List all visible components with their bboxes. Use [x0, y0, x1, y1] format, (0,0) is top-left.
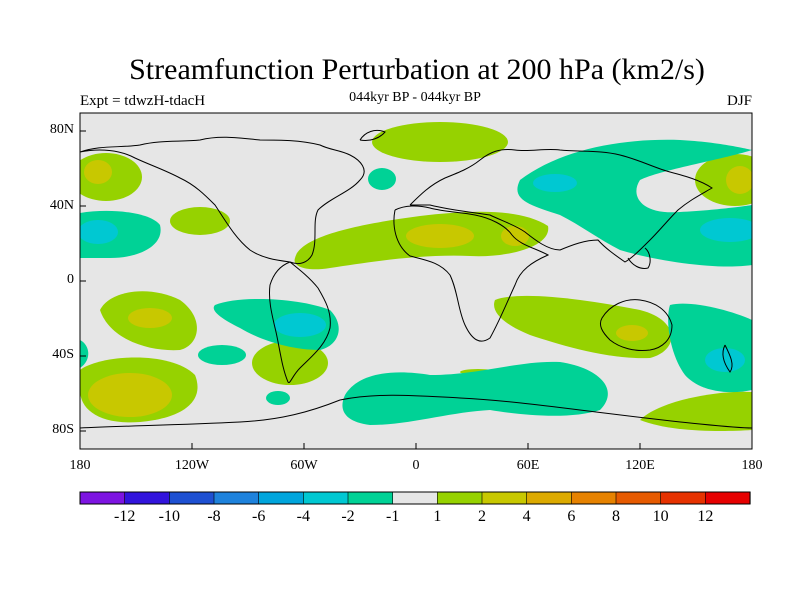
colorbar-swatch — [258, 491, 304, 505]
lon-tick-60e: 60E — [516, 458, 540, 473]
lon-tick-120w: 120W — [174, 458, 210, 473]
colorbar-swatch — [615, 491, 662, 505]
experiment-label: Expt = tdwzH-tdacH — [80, 93, 206, 109]
colorbar-frame — [79, 491, 751, 505]
australia-coast — [599, 299, 673, 351]
eurasia-coast — [409, 148, 713, 263]
colorbar-label: 8 — [612, 508, 620, 525]
contour-n-pacific-core — [80, 220, 118, 244]
contour-scandinavia — [372, 122, 508, 162]
lat-tick-80n: 80N — [49, 122, 74, 137]
colorbar-label: 12 — [697, 508, 714, 525]
contour-new-zealand-core — [705, 348, 745, 372]
contour-asia-trough — [517, 139, 752, 267]
colorbar-label: 1 — [433, 508, 442, 525]
colorbar-swatch — [437, 491, 483, 505]
antarctica-coast — [80, 394, 752, 429]
colorbar-swatch — [392, 491, 438, 505]
coastlines — [80, 129, 752, 429]
page-title: Streamfunction Perturbation at 200 hPa (… — [129, 53, 705, 86]
contour-bering-core — [84, 160, 112, 184]
contour-drake — [266, 391, 290, 405]
period-label: 044kyr BP - 044kyr BP — [349, 90, 481, 105]
africa-coast — [393, 205, 550, 342]
contour-southern-ocean-east — [640, 391, 752, 431]
contour-south-pacific-core — [88, 373, 172, 417]
lat-tick-0: 0 — [67, 272, 74, 287]
colorbar-swatch — [213, 491, 260, 505]
north-america-coast — [80, 136, 365, 265]
colorbar-swatch — [303, 491, 349, 505]
colorbar-label: -6 — [251, 508, 266, 525]
indonesia-coast — [627, 247, 651, 269]
contour-indian-ocean — [494, 295, 672, 359]
season-label: DJF — [726, 93, 752, 109]
lon-tick-60w: 60W — [290, 458, 318, 473]
colorbar-swatch — [347, 491, 394, 505]
contour-south-pacific-small — [198, 345, 246, 365]
colorbar-label: 2 — [478, 508, 486, 525]
colorbar-label: 6 — [567, 508, 576, 525]
colorbar-label: -4 — [296, 508, 310, 525]
contour-sahara-core — [406, 224, 474, 248]
positive-contours-2 — [84, 160, 752, 417]
contour-south-america-core — [274, 313, 326, 337]
colorbar-label: 10 — [652, 508, 669, 525]
colorbar-swatch — [124, 491, 170, 505]
colorbar-swatch — [79, 491, 126, 505]
colorbar-swatch — [169, 491, 215, 505]
contour-ne-pacific — [170, 207, 230, 235]
lon-tick-120e: 120E — [625, 458, 655, 473]
contour-south-atlantic-indian — [342, 361, 608, 425]
contour-field — [80, 113, 752, 449]
colorbar-swatch — [571, 491, 617, 505]
colorbar-label: -8 — [207, 508, 221, 525]
axis-ticks — [80, 130, 641, 449]
contour-australia-core — [616, 325, 648, 341]
contour-atlantic-small — [368, 168, 396, 190]
lon-tick-180e: 180 — [741, 458, 763, 473]
colorbar-label: -2 — [341, 508, 355, 525]
colorbar — [79, 491, 751, 505]
lon-tick-0: 0 — [412, 458, 420, 473]
colorbar-label: -12 — [113, 508, 136, 525]
south-america-coast — [269, 261, 331, 384]
contour-argentina — [252, 341, 328, 385]
colorbar-swatch — [481, 491, 528, 505]
greenland-coast — [359, 129, 386, 141]
colorbar-label: 4 — [522, 508, 531, 525]
contour-nw-pacific-core — [700, 218, 752, 242]
lat-tick-40n: 40N — [49, 198, 74, 213]
lat-tick-40s: 40S — [52, 347, 74, 362]
colorbar-swatch — [705, 491, 751, 505]
contour-siberia-core — [533, 174, 577, 192]
contour-kamchatka-core — [726, 166, 752, 194]
contour-se-pacific-core — [128, 308, 172, 328]
lon-tick-180w: 180 — [69, 458, 91, 473]
negative-contours-2 — [80, 174, 752, 372]
colorbar-swatch — [660, 491, 706, 505]
contour-arabia-core — [501, 226, 529, 246]
colorbar-label: -1 — [385, 508, 400, 525]
colorbar-label: -10 — [158, 508, 180, 525]
contour-west-edge — [80, 340, 89, 368]
new-zealand-coast — [722, 344, 733, 373]
lat-tick-80s: 80S — [52, 422, 74, 437]
colorbar-swatch — [526, 491, 572, 505]
